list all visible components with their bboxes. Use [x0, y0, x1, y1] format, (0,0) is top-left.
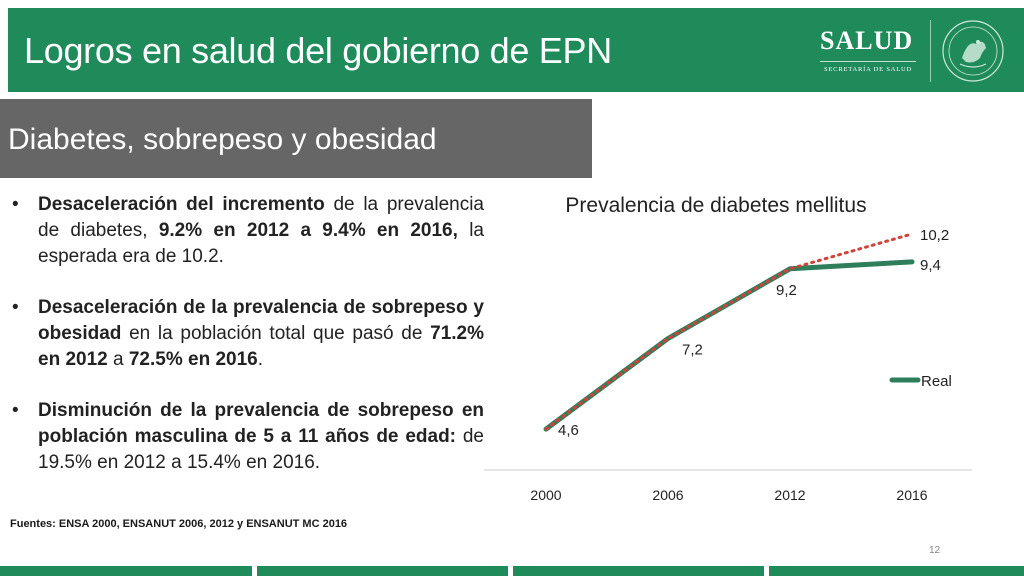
x-tick-label: 2012 — [774, 487, 805, 503]
salud-logo-text: SALUD — [820, 26, 914, 55]
data-label: 4,6 — [558, 422, 579, 439]
footer-bar-segment — [513, 566, 764, 576]
diabetes-line-chart: Prevalencia de diabetes mellitus 2000 2006… — [484, 194, 972, 503]
bullet-text-run: de 19.5% en 2012 a 15.4% en 2016. — [38, 426, 484, 473]
data-label: 7,2 — [682, 341, 703, 358]
logo-divider — [930, 20, 931, 82]
bullet-text: Disminución de la prevalencia de sobrepe… — [38, 400, 484, 473]
salud-logo-subtext: SECRETARÍA DE SALUD — [824, 66, 912, 73]
bullet-dot-icon: • — [12, 400, 19, 421]
footer-bar-segment — [0, 566, 252, 576]
bullet-text-run: en la población total que pasó de — [121, 323, 431, 344]
bullet-text-run: de la prevalencia de diabetes, — [38, 194, 484, 241]
bullet-text-run: 9.2% en 2012 a 9.4% en 2016, — [158, 220, 458, 241]
legend-label-real: Real — [921, 373, 952, 390]
top-strip — [0, 0, 1024, 8]
series-line-real — [543, 259, 915, 432]
section-header: Diabetes, sobrepeso y obesidad — [0, 99, 592, 178]
bullet-item: • Disminución de la prevalencia de sobrep… — [10, 398, 484, 476]
salud-logo: SALUD SECRETARÍA DE SALUD — [800, 14, 1010, 86]
bullet-list: • Desaceleración del incremento de la pre… — [10, 192, 484, 501]
bullet-text-run: 72.5% en 2016 — [128, 349, 258, 370]
footer-bar-segment — [257, 566, 508, 576]
x-tick-label: 2016 — [896, 487, 927, 503]
bullet-text-run: 71.2% en 2012 — [38, 323, 484, 370]
page-number: 12 — [929, 545, 941, 556]
x-tick-label: 2000 — [530, 487, 561, 503]
data-label: 10,2 — [920, 227, 949, 244]
data-label: 9,4 — [920, 257, 941, 274]
data-label: 9,2 — [776, 282, 797, 299]
bullet-text: Desaceleración de la prevalencia de sobr… — [38, 297, 484, 370]
bullet-text-run: Disminución de la prevalencia de sobrepe… — [38, 400, 484, 447]
x-tick-label: 2006 — [652, 487, 683, 503]
bullet-item: • Desaceleración del incremento de la pre… — [10, 192, 484, 270]
logo-rule — [820, 61, 916, 62]
section-title: Diabetes, sobrepeso y obesidad — [8, 123, 437, 156]
bullet-text-run: la esperada era de 10.2. — [38, 220, 484, 267]
bullet-text-run: a — [107, 349, 129, 370]
bullet-text: Desaceleración del incremento de la prev… — [38, 194, 484, 267]
header-bar: Logros en salud del gobierno de EPN SALU… — [8, 8, 1024, 92]
chart-title: Prevalencia de diabetes mellitus — [565, 194, 866, 217]
bullet-text-run: . — [257, 349, 264, 370]
bullet-dot-icon: • — [12, 194, 19, 215]
bullet-dot-icon: • — [12, 297, 19, 318]
sources-note: Fuentes: ENSA 2000, ENSANUT 2006, 2012 y… — [10, 518, 348, 530]
slide-title: Logros en salud del gobierno de EPN — [24, 30, 612, 71]
bullet-item: • Desaceleración de la prevalencia de sob… — [10, 295, 484, 373]
footer-bar-segment — [769, 566, 1024, 576]
series-line-expected — [544, 232, 914, 431]
bullet-text-run: Desaceleración de la prevalencia de sobr… — [38, 297, 484, 344]
bullet-text-run: Desaceleración del incremento — [38, 194, 325, 215]
mexico-seal-icon — [942, 20, 1004, 82]
